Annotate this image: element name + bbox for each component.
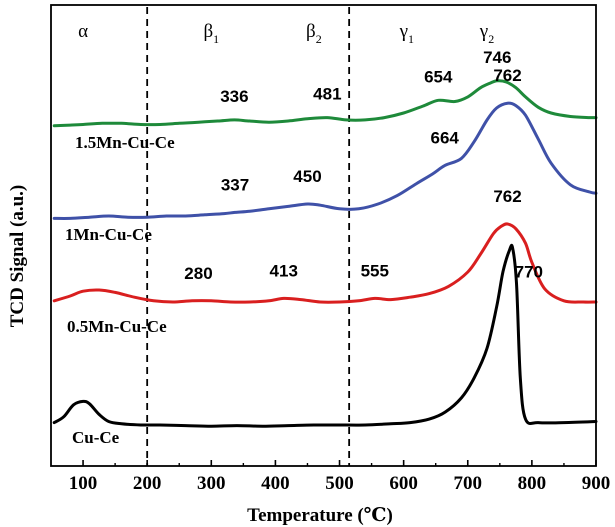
peak-label-450-6: 450 — [293, 167, 321, 186]
peak-label-664-7: 664 — [430, 129, 459, 148]
plot-frame — [50, 4, 597, 467]
series-label-cu-ce: Cu-Ce — [72, 428, 120, 447]
x-tick-label-100: 100 — [69, 473, 98, 494]
peak-label-770-13: 770 — [515, 263, 543, 282]
peak-label-481-2: 481 — [313, 85, 341, 104]
series-line-1-5mn-cu-ce — [52, 79, 598, 128]
x-tick-label-500: 500 — [325, 473, 354, 494]
x-tick-label-900: 900 — [582, 473, 611, 494]
peak-label-555-11: 555 — [361, 261, 389, 280]
series-line-0-5mn-cu-ce — [52, 222, 598, 304]
series-label-0-5mn-cu-ce: 0.5Mn-Cu-Ce — [67, 317, 167, 336]
series-label-1-5mn-cu-ce: 1.5Mn-Cu-Ce — [75, 133, 175, 152]
peak-label-336-1: 336 — [220, 87, 248, 106]
region-label-3: β2 — [306, 21, 322, 46]
peak-label-746-4: 746 — [483, 48, 511, 67]
x-tick-label-300: 300 — [197, 473, 226, 494]
series-label-1mn-cu-ce: 1Mn-Cu-Ce — [65, 225, 152, 244]
x-tick-label-400: 400 — [261, 473, 290, 494]
y-axis-title: TCD Signal (a.u.) — [7, 185, 28, 328]
x-axis-title: Temperature (℃) — [247, 505, 393, 526]
axes: 100 200 300 400 500 600 700 800 900 — [50, 4, 611, 494]
region-label-2: β1 — [203, 21, 219, 46]
peak-label-654-3: 654 — [424, 67, 453, 86]
region-label-1: α — [78, 21, 88, 42]
x-tick-label-600: 600 — [389, 473, 418, 494]
x-tick-label-800: 800 — [518, 473, 547, 494]
series-line-1mn-cu-ce — [52, 101, 598, 220]
peak-label-762-12: 762 — [493, 187, 521, 206]
region-label-5: γ2 — [479, 21, 494, 46]
peak-label-280-9: 280 — [184, 264, 212, 283]
region-label-4: γ1 — [399, 21, 414, 46]
peak-label-762-8: 762 — [493, 66, 521, 85]
peak-label-337-5: 337 — [221, 175, 249, 194]
plot-area: α β1 β2 γ1 γ2 1.5Mn-Cu-Ce 1Mn-Cu-Ce 0.5Mn-Cu-Ce… — [52, 7, 598, 466]
x-tick-label-700: 700 — [454, 473, 483, 494]
x-tick-label-200: 200 — [133, 473, 162, 494]
peak-label-413-10: 413 — [270, 261, 298, 280]
series-line-cu-ce — [52, 243, 598, 428]
